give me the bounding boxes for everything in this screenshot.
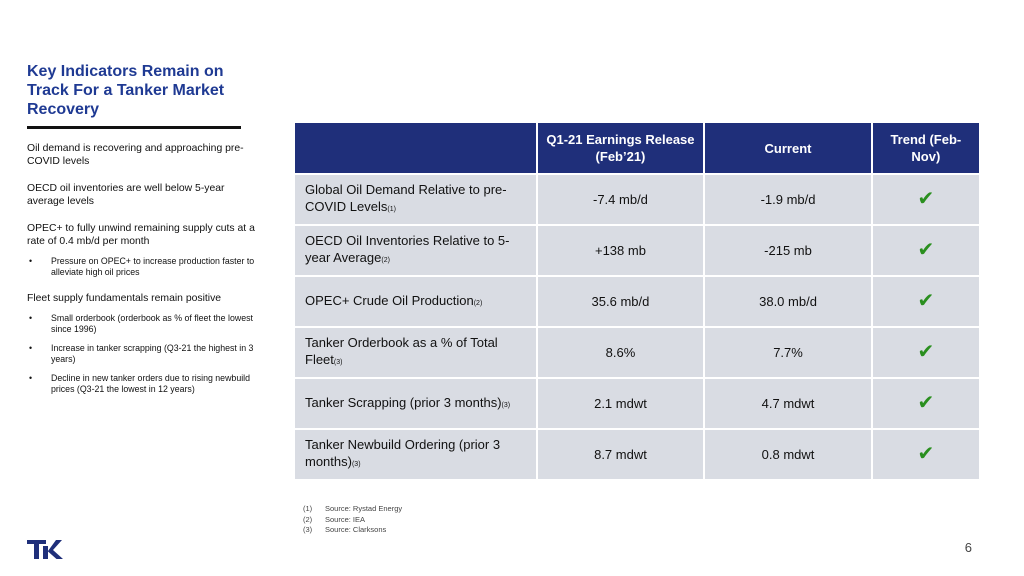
row-label: OPEC+ Crude Oil Production(2) <box>295 277 536 326</box>
check-icon: ✔ <box>872 175 979 224</box>
row-label-text: OPEC+ Crude Oil Production <box>305 292 474 308</box>
check-icon: ✔ <box>872 328 979 377</box>
header-trend: Trend (Feb-Nov) <box>872 123 979 173</box>
check-icon: ✔ <box>872 277 979 326</box>
bullet-1: Oil demand is recovering and approaching… <box>27 143 244 167</box>
current-value: 4.7 mdwt <box>705 379 871 428</box>
current-value: 7.7% <box>705 328 871 377</box>
row-label-text: Tanker Orderbook as a % of Total Fleet <box>305 335 498 367</box>
bullet-2: OECD oil inventories are well below 5-ye… <box>27 183 225 207</box>
source-number: (1) <box>303 504 313 513</box>
bullet-4: Fleet supply fundamentals remain positiv… <box>27 293 222 304</box>
source-line: (2) Source: IEA <box>303 515 402 526</box>
indicators-table: Q1-21 Earnings Release (Feb’21) Current … <box>293 121 981 481</box>
source-text: Source: Clarksons <box>325 525 387 534</box>
q1-value: 8.6% <box>537 328 704 377</box>
check-icon: ✔ <box>872 379 979 428</box>
title-underline <box>27 126 241 129</box>
q1-value: -7.4 mb/d <box>537 175 704 224</box>
check-icon: ✔ <box>872 226 979 275</box>
bullet-3: OPEC+ to fully unwind remaining supply c… <box>27 223 255 247</box>
source-text: Source: Rystad Energy <box>325 504 403 513</box>
row-label-text: OECD Oil Inventories Relative to 5-year … <box>305 233 510 265</box>
row-label: Tanker Orderbook as a % of Total Fleet(3… <box>295 328 536 377</box>
row-label: OECD Oil Inventories Relative to 5-year … <box>295 226 536 275</box>
footnote-ref: (3) <box>333 359 343 366</box>
slide-title: Key Indicators Remain on Track For a Tan… <box>27 63 225 118</box>
q1-value: +138 mb <box>537 226 704 275</box>
row-label-text: Tanker Scrapping (prior 3 months) <box>305 394 502 410</box>
footnote-ref: (2) <box>381 257 390 264</box>
footnote-ref: (2) <box>473 299 483 307</box>
table-row: Tanker Scrapping (prior 3 months)(3) 2.1… <box>295 379 979 428</box>
table-header-row: Q1-21 Earnings Release (Feb’21) Current … <box>295 123 979 173</box>
footnote-ref: (3) <box>501 401 511 409</box>
source-line: (3) Source: Clarksons <box>303 525 402 536</box>
bullet-4-sub-2: Increase in tanker scrapping (Q3-21 the … <box>27 343 259 365</box>
check-icon: ✔ <box>872 430 979 479</box>
company-logo-icon <box>27 540 63 559</box>
page-number: 6 <box>964 540 972 555</box>
q1-value: 8.7 mdwt <box>537 430 704 479</box>
source-text: Source: IEA <box>325 514 366 524</box>
current-value: 0.8 mdwt <box>705 430 871 479</box>
source-number: (3) <box>303 525 313 534</box>
header-blank <box>295 123 536 173</box>
footnote-ref: (3) <box>351 461 361 468</box>
source-number: (2) <box>303 514 313 524</box>
current-value: 38.0 mb/d <box>705 277 871 326</box>
source-line: (1) Source: Rystad Energy <box>303 504 402 515</box>
header-current: Current <box>705 123 871 173</box>
table-row: Tanker Orderbook as a % of Total Fleet(3… <box>295 328 979 377</box>
footnote-ref: (1) <box>387 206 396 213</box>
bullet-list: Oil demand is recovering and approaching… <box>27 142 259 407</box>
row-label: Tanker Scrapping (prior 3 months)(3) <box>295 379 536 428</box>
table-row: Global Oil Demand Relative to pre-COVID … <box>295 175 979 224</box>
bullet-4-sub-3: Decline in new tanker orders due to risi… <box>27 373 259 395</box>
current-value: -1.9 mb/d <box>705 175 871 224</box>
q1-value: 35.6 mb/d <box>537 277 704 326</box>
q1-value: 2.1 mdwt <box>537 379 704 428</box>
row-label-text: Global Oil Demand Relative to pre-COVID … <box>305 182 507 214</box>
header-q1-earnings: Q1-21 Earnings Release (Feb’21) <box>537 123 704 173</box>
bullet-4-sub-1: Small orderbook (orderbook as % of fleet… <box>27 313 259 335</box>
current-value: -215 mb <box>705 226 871 275</box>
table-row: OPEC+ Crude Oil Production(2) 35.6 mb/d … <box>295 277 979 326</box>
row-label: Global Oil Demand Relative to pre-COVID … <box>295 175 536 224</box>
row-label: Tanker Newbuild Ordering (prior 3 months… <box>295 430 536 479</box>
table-row: OECD Oil Inventories Relative to 5-year … <box>295 226 979 275</box>
table-row: Tanker Newbuild Ordering (prior 3 months… <box>295 430 979 479</box>
bullet-3-sub-1: Pressure on OPEC+ to increase production… <box>27 256 259 278</box>
sources-footnotes: (1) Source: Rystad Energy (2) Source: IEA … <box>303 504 402 536</box>
row-label-text: Tanker Newbuild Ordering (prior 3 months… <box>305 437 501 469</box>
